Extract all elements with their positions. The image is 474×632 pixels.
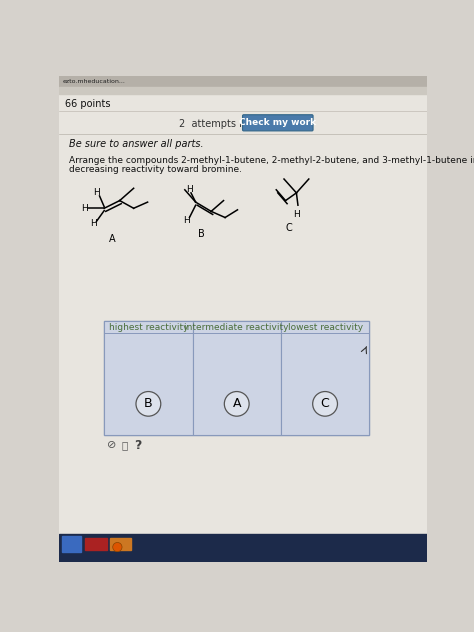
Bar — [104, 320, 369, 435]
Text: H: H — [90, 219, 97, 228]
FancyBboxPatch shape — [243, 115, 313, 131]
Text: Check my work: Check my work — [239, 118, 316, 127]
Bar — [59, 87, 427, 94]
Text: H: H — [293, 210, 300, 219]
Text: H: H — [183, 216, 190, 225]
Bar — [192, 320, 281, 435]
Text: H: H — [81, 204, 87, 213]
Text: H: H — [186, 185, 193, 194]
Text: C: C — [321, 398, 329, 410]
Bar — [85, 538, 107, 550]
Text: 2  attempts left: 2 attempts left — [179, 119, 255, 128]
Circle shape — [136, 392, 161, 416]
Text: A: A — [232, 398, 241, 410]
Text: lowest reactivity: lowest reactivity — [288, 323, 363, 332]
Text: H: H — [93, 188, 100, 197]
Circle shape — [113, 542, 122, 552]
Circle shape — [313, 392, 337, 416]
Bar — [104, 320, 192, 435]
Text: Arrange the compounds 2-methyl-1-butene, 2-methyl-2-butene, and 3-methyl-1-buten: Arrange the compounds 2-methyl-1-butene,… — [69, 156, 474, 165]
Text: 🗑: 🗑 — [121, 441, 128, 451]
Text: highest reactivity: highest reactivity — [109, 323, 188, 332]
Text: ?: ? — [135, 439, 142, 452]
Text: intermediate reactivity: intermediate reactivity — [184, 323, 289, 332]
Bar — [281, 320, 369, 435]
Bar — [109, 538, 131, 550]
Text: 66 points: 66 points — [65, 99, 111, 109]
Text: B: B — [144, 398, 153, 410]
Bar — [59, 534, 427, 562]
Text: ezto.mheducation...: ezto.mheducation... — [63, 79, 125, 83]
Text: Be sure to answer all parts.: Be sure to answer all parts. — [69, 138, 203, 149]
Text: B: B — [199, 229, 205, 240]
Text: decreasing reactivity toward bromine.: decreasing reactivity toward bromine. — [69, 165, 242, 174]
Text: C: C — [285, 223, 292, 233]
Text: ⊘: ⊘ — [107, 441, 117, 451]
Text: A: A — [109, 234, 115, 244]
Bar — [59, 76, 427, 87]
Bar — [63, 537, 81, 552]
Circle shape — [224, 392, 249, 416]
